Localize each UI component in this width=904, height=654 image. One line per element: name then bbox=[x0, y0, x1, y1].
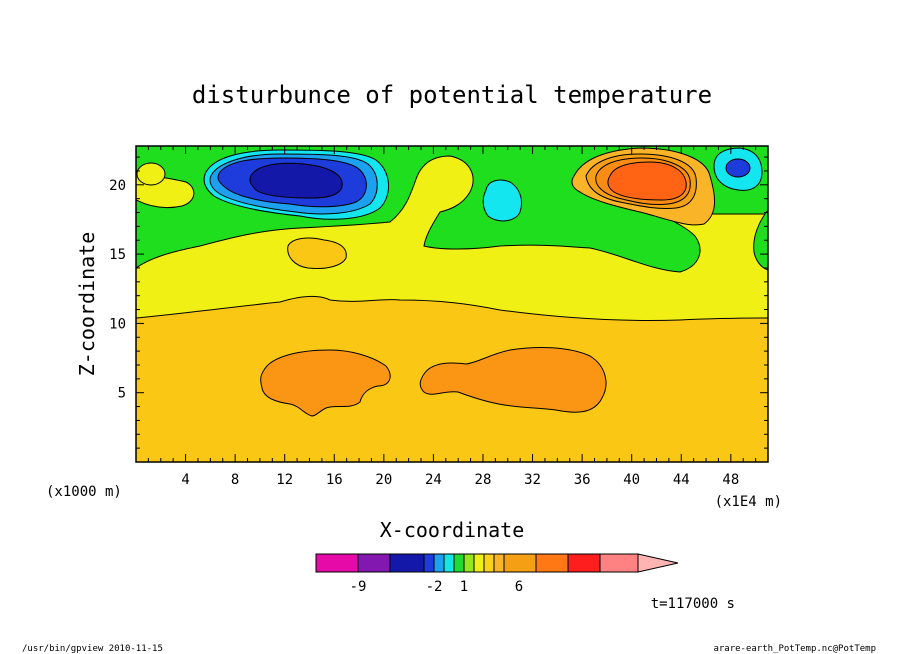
x-tick-label: 28 bbox=[475, 472, 492, 488]
contour-field bbox=[136, 146, 768, 462]
x-axis-label: X-coordinate bbox=[380, 518, 525, 542]
timestamp: t=117000 s bbox=[651, 596, 735, 612]
colorbar-swatch bbox=[483, 553, 495, 573]
x-tick-label: 40 bbox=[623, 472, 640, 488]
colorbar-swatch bbox=[389, 553, 425, 573]
x-tick-label: 32 bbox=[524, 472, 541, 488]
colorbar-swatch bbox=[599, 553, 639, 573]
region-blue-blob-right bbox=[725, 158, 751, 178]
y-tick-label: 5 bbox=[118, 386, 126, 402]
colorbar-tick-label: -9 bbox=[350, 579, 367, 595]
colorbar-tick-label: -2 bbox=[426, 579, 443, 595]
x-tick-label: 12 bbox=[276, 472, 293, 488]
x-tick-label: 20 bbox=[375, 472, 392, 488]
x-tick-label: 4 bbox=[181, 472, 189, 488]
chart-title: disturbunce of potential temperature bbox=[192, 81, 712, 109]
colorbar-swatch bbox=[443, 553, 455, 573]
y-tick-label: 15 bbox=[109, 247, 126, 263]
colorbar-swatch bbox=[453, 553, 465, 573]
colorbar-swatch bbox=[423, 553, 435, 573]
y-tick-label: 20 bbox=[109, 178, 126, 194]
x-axis-ticks: 4 8 12 16 20 24 28 32 36 40 44 48 bbox=[147, 146, 769, 488]
region-orange-blob-low-right bbox=[419, 347, 607, 413]
region-orange-core bbox=[607, 161, 687, 201]
x-unit-right: (x1E4 m) bbox=[715, 494, 782, 510]
colorbar-swatch bbox=[567, 553, 601, 573]
colorbar-swatch bbox=[433, 553, 445, 573]
x-tick-label: 8 bbox=[231, 472, 239, 488]
colorbar-swatch bbox=[463, 553, 475, 573]
y-axis-ticks: 5 10 15 20 bbox=[109, 156, 768, 449]
footer-right: arare-earth_PotTemp.nc@PotTemp bbox=[713, 644, 876, 654]
colorbar-swatch bbox=[493, 553, 505, 573]
colorbar bbox=[315, 553, 679, 573]
x-tick-label: 36 bbox=[574, 472, 591, 488]
x-tick-label: 16 bbox=[326, 472, 343, 488]
colorbar-tick-label: 6 bbox=[515, 579, 523, 595]
y-axis-label: Z-coordinate bbox=[75, 232, 99, 377]
region-yellow-blob-top-left bbox=[136, 162, 166, 186]
colorbar-labels: -9 -2 1 6 bbox=[350, 579, 524, 595]
x-unit-left: (x1000 m) bbox=[46, 484, 122, 500]
x-tick-label: 24 bbox=[425, 472, 442, 488]
y-tick-label: 10 bbox=[109, 316, 126, 332]
footer-left: /usr/bin/gpview 2010-11-15 bbox=[22, 644, 163, 654]
colorbar-swatch bbox=[357, 553, 391, 573]
colorbar-swatch bbox=[503, 553, 537, 573]
x-tick-label: 44 bbox=[673, 472, 690, 488]
region-orange-blob-low-left bbox=[260, 349, 391, 417]
colorbar-swatch bbox=[473, 553, 485, 573]
colorbar-swatch bbox=[315, 553, 359, 573]
colorbar-swatch bbox=[535, 553, 569, 573]
region-orange-blob-mid bbox=[287, 237, 347, 269]
x-tick-label: 48 bbox=[722, 472, 739, 488]
colorbar-arrow bbox=[637, 553, 679, 573]
region-cyan-blob bbox=[482, 179, 523, 222]
colorbar-tick-label: 1 bbox=[460, 579, 468, 595]
region-blue-core bbox=[249, 162, 343, 199]
plot-frame bbox=[135, 145, 769, 463]
